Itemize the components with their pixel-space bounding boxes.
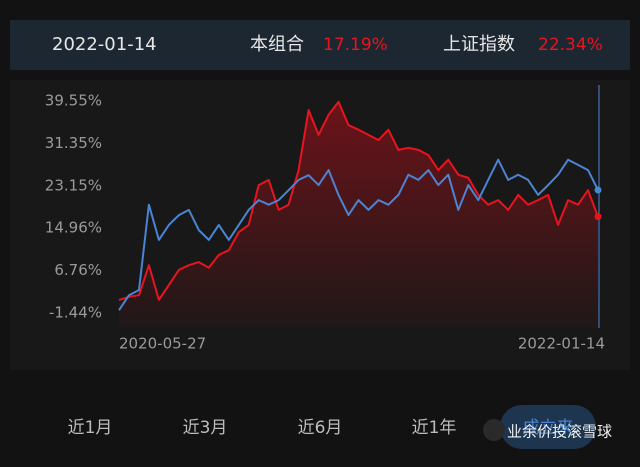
- x-tick-label: 2020-05-27: [119, 335, 206, 353]
- watermark: 业余价投滚雪球: [507, 423, 612, 441]
- area: [119, 101, 598, 328]
- y-tick-label: 39.55%: [45, 92, 102, 110]
- tab[interactable]: 成立来: [523, 418, 574, 438]
- index-value: 22.34%: [538, 35, 603, 55]
- tab-highlight: [500, 405, 596, 449]
- x-tick-label: 2022-01-14: [518, 335, 605, 353]
- y-tick-label: 31.35%: [45, 134, 102, 152]
- series-line: [118, 100, 599, 301]
- tabs: 近1月 近3月 近6月 近1年 成立来: [68, 405, 596, 449]
- watermark-icon: [483, 419, 505, 441]
- end-dot: [594, 186, 602, 194]
- portfolio-label: 本组合: [250, 34, 304, 55]
- index-label: 上证指数: [443, 34, 515, 55]
- header-bar: [10, 20, 630, 70]
- y-tick-label: 6.76%: [54, 261, 102, 279]
- tab[interactable]: 近1月: [68, 418, 113, 438]
- portfolio-value: 17.19%: [323, 35, 388, 55]
- y-tick-label: 14.96%: [45, 219, 102, 237]
- y-tick-label: -1.44%: [49, 304, 102, 322]
- tab[interactable]: 近3月: [183, 418, 228, 438]
- end-dot: [594, 213, 602, 221]
- tab[interactable]: 近1年: [412, 418, 457, 438]
- series-line: [118, 158, 599, 311]
- header-date: 2022-01-14: [52, 34, 157, 55]
- tab[interactable]: 近6月: [298, 418, 343, 438]
- y-tick-label: 23.15%: [45, 176, 102, 194]
- plot: -1.44% 6.76% 14.96% 23.15% 31.35% 39.55% 2020-…: [45, 85, 605, 353]
